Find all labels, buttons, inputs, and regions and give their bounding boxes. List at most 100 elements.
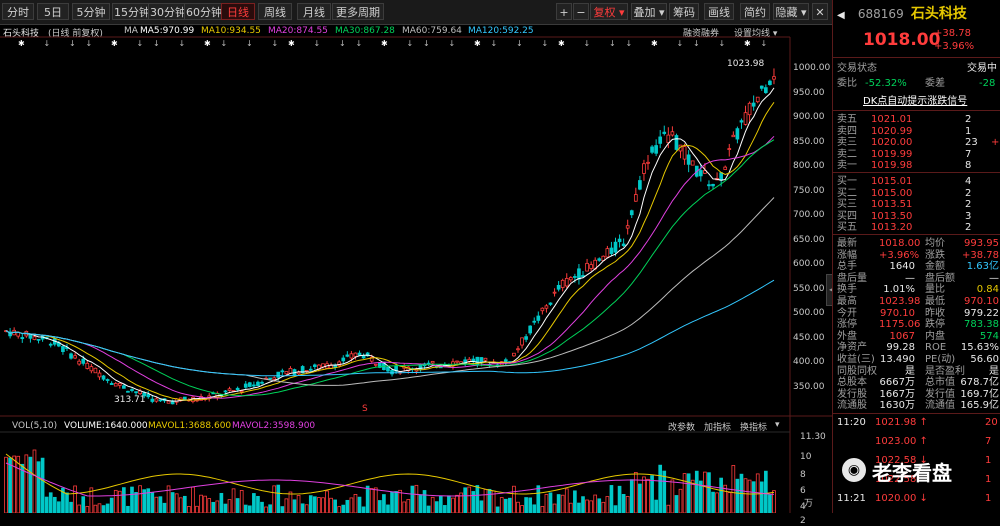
candle-body xyxy=(723,166,728,170)
volume-bar xyxy=(329,497,333,513)
divider xyxy=(833,172,1000,173)
back-arrow-icon[interactable]: ◀ xyxy=(837,10,845,21)
kline-canvas[interactable]: ✱ ↓ ↓ ↓ ✱ ↓ ↓ ↓ ✱ ↓ ↓ ↓ ✱ ↓ ↓ ↓ ✱ ↓ ↓ ↓ ✱ ↓ ↓ ↓ ✱ ↓ ↓ ↓ ✱ ↓ ↓ ↓ ✱ ↓ xyxy=(0,24,832,513)
candle-body xyxy=(284,371,289,375)
period-tab-30min[interactable]: 30分钟 xyxy=(148,3,188,20)
period-tab-monthly[interactable]: 月线 xyxy=(297,3,331,20)
rzrq-button[interactable]: 融资融券 xyxy=(683,29,720,39)
period-tab-15min[interactable]: 15分钟 xyxy=(112,3,152,20)
volume-bar xyxy=(593,494,598,513)
weicha-value: -28 xyxy=(979,78,996,89)
volume-bar xyxy=(589,500,593,513)
candle-body xyxy=(605,248,610,258)
period-tab-fenshi[interactable]: 分时 xyxy=(2,3,34,20)
volume-bar xyxy=(97,503,102,513)
period-tab-weekly[interactable]: 周线 xyxy=(258,3,292,20)
volume-bar xyxy=(357,496,362,513)
stat-value: — xyxy=(905,272,915,284)
period-tab-60min[interactable]: 60分钟 xyxy=(184,3,224,20)
price-tick: 700.00 xyxy=(793,210,825,220)
candle-body xyxy=(589,264,593,269)
volume-bar xyxy=(772,490,776,513)
volume-bar xyxy=(674,495,679,513)
ma120-value: MA120:592.25 xyxy=(468,26,534,36)
volume-bar xyxy=(629,479,634,513)
zoom-in-button[interactable]: + xyxy=(556,3,572,20)
stat-label: 量比 xyxy=(925,284,945,296)
tick-volume: 7 xyxy=(985,436,992,447)
change-param-button[interactable]: 改参数 xyxy=(668,423,696,433)
zoom-out-button[interactable]: − xyxy=(573,3,589,20)
current-price: 1018.00 xyxy=(863,30,941,50)
volume-bar xyxy=(4,456,8,513)
stat-value: 1.63亿 xyxy=(966,261,999,273)
chips-button[interactable]: 筹码 xyxy=(669,3,699,20)
event-marker: ↓ xyxy=(314,39,321,48)
status-label: 交易状态 xyxy=(837,63,877,74)
adjust-button[interactable]: 复权 ▾ xyxy=(590,3,628,20)
volume-bar xyxy=(414,484,419,513)
candle-body xyxy=(77,360,81,365)
candle-body xyxy=(597,258,602,261)
watermark-text: 老李看盘 xyxy=(872,461,952,485)
stat-label: 昨收 xyxy=(925,307,945,319)
candle-body xyxy=(272,377,277,380)
volume-bar xyxy=(467,486,472,513)
stat-label: 涨停 xyxy=(837,319,857,331)
simple-mode-button[interactable]: 简约 xyxy=(740,3,770,20)
volume-bar xyxy=(495,506,500,513)
volume-tick: 11.30 xyxy=(800,432,826,442)
ma-settings-button[interactable]: 设置均线 ▾ xyxy=(734,26,777,39)
candle-body xyxy=(142,392,147,397)
ma120-line xyxy=(5,279,775,377)
candle-body xyxy=(512,352,516,357)
event-marker: ✱ xyxy=(651,39,658,48)
stat-label: 盘后额 xyxy=(925,272,955,284)
volume-bar xyxy=(564,488,569,513)
hide-button[interactable]: 隐藏 ▾ xyxy=(773,3,809,20)
volume-bar xyxy=(682,473,687,513)
volume-bar xyxy=(483,489,488,513)
ma20-value: MA20:874.55 xyxy=(268,26,328,36)
candle-body xyxy=(349,353,354,359)
candle-body xyxy=(36,338,41,341)
vol-menu-icon[interactable]: ▾ xyxy=(775,420,780,430)
candle-body xyxy=(686,154,691,165)
volume-tick: 10 xyxy=(800,452,812,462)
volume-bar xyxy=(422,490,427,513)
overlay-button[interactable]: 叠加 ▾ xyxy=(631,3,667,20)
candle-body xyxy=(8,331,12,337)
candle-body xyxy=(646,161,650,164)
dk-signal-link[interactable]: DK点自动提示涨跌信号 xyxy=(863,96,968,107)
switch-indicator-button[interactable]: 换指标 xyxy=(740,423,768,433)
candle-body xyxy=(166,400,171,404)
ask-row: 卖五 1021.01 2 xyxy=(837,114,999,125)
overlay-label: 叠加 xyxy=(633,6,656,19)
add-indicator-button[interactable]: 加指标 xyxy=(704,423,732,433)
volume-bar xyxy=(20,463,25,513)
volume-bar xyxy=(333,499,337,513)
stat-value: 979.22 xyxy=(964,307,999,319)
volume-bar xyxy=(231,488,236,513)
volume-bar xyxy=(296,494,301,513)
more-periods-button[interactable]: 更多周期 xyxy=(332,3,384,20)
volume-bar xyxy=(166,485,171,513)
price-tick: 800.00 xyxy=(793,161,825,171)
volume-bar xyxy=(211,501,216,513)
stat-value: 是 xyxy=(989,365,999,377)
period-tab-5min[interactable]: 5分钟 xyxy=(72,3,110,20)
event-marker: ✱ xyxy=(111,39,118,48)
event-marker: ↓ xyxy=(677,39,684,48)
ask-row: 卖四 1020.99 1 xyxy=(837,126,999,137)
candle-body xyxy=(650,146,654,153)
volume-bar xyxy=(743,478,748,513)
close-icon[interactable]: ✕ xyxy=(812,3,828,20)
volume-bar xyxy=(650,475,654,513)
draw-line-button[interactable]: 画线 xyxy=(704,3,734,20)
volume-bar xyxy=(109,497,114,513)
event-marker: ✱ xyxy=(288,39,295,48)
volume-bar xyxy=(182,495,187,513)
period-tab-5day[interactable]: 5日 xyxy=(37,3,69,20)
period-tab-daily[interactable]: 日线 xyxy=(221,3,255,20)
event-marker: ↓ xyxy=(137,39,144,48)
